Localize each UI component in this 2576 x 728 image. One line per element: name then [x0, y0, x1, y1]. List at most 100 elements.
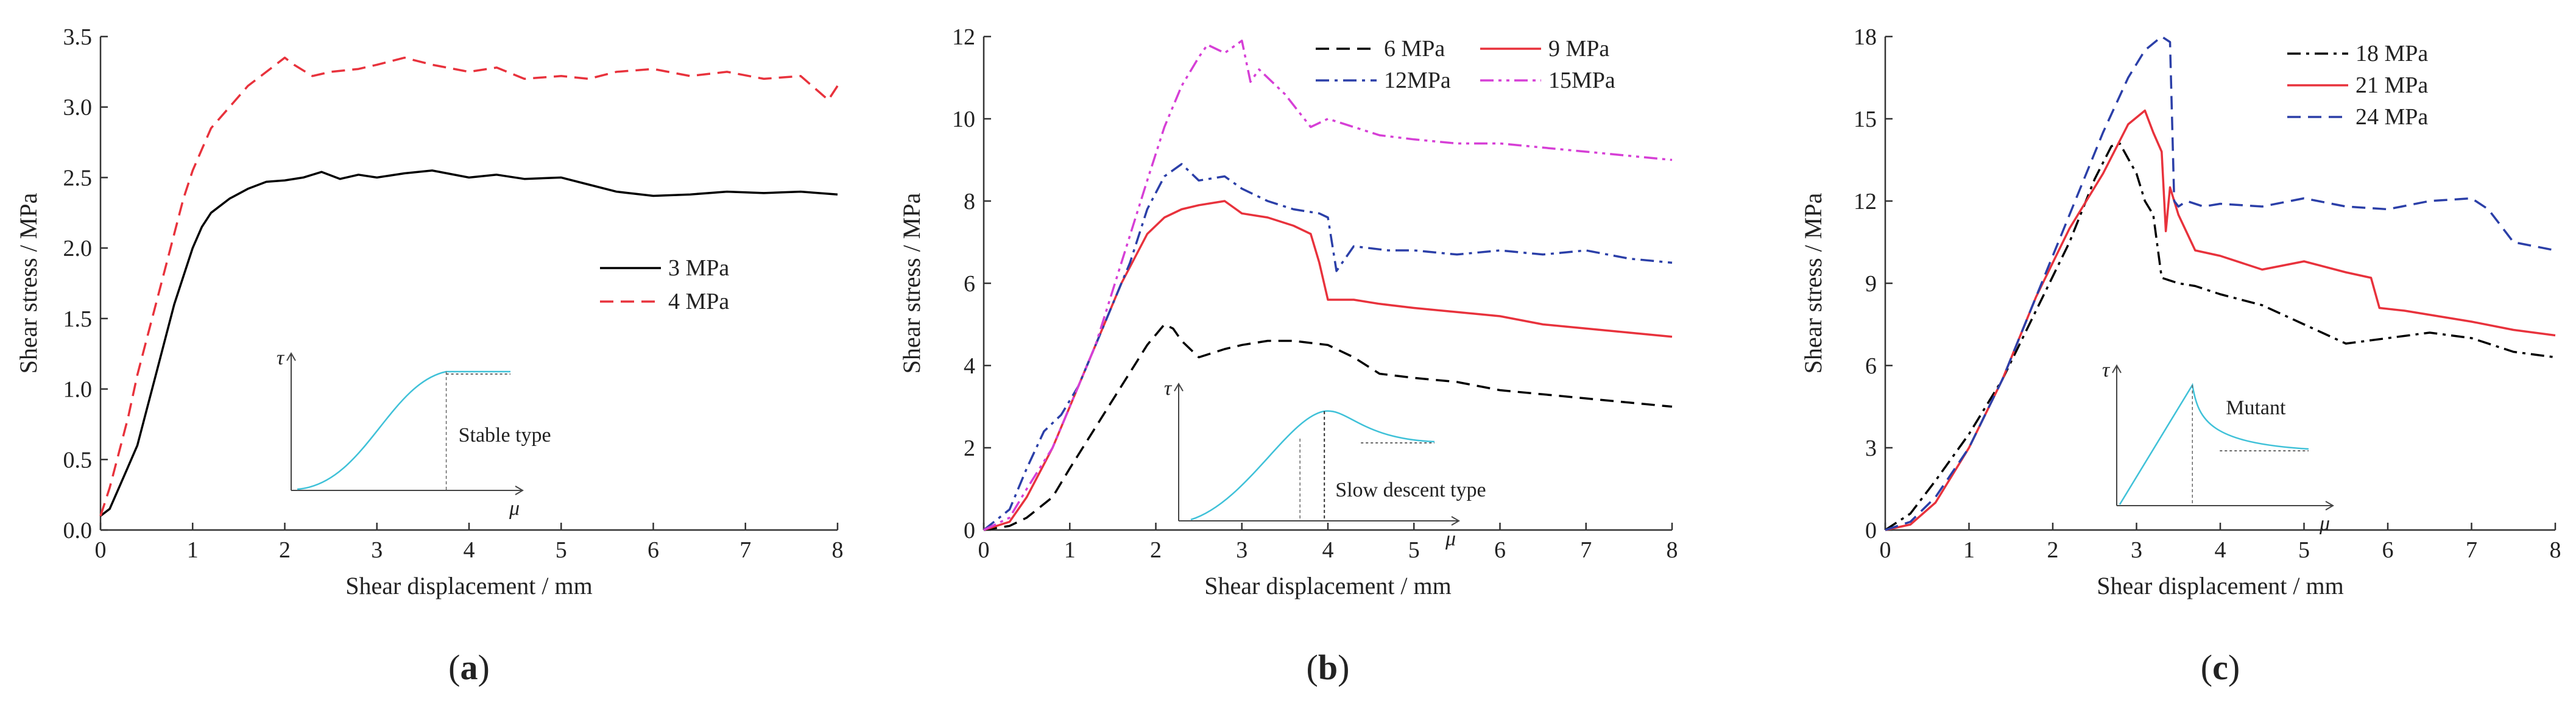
y-axis-title: Shear stress / MPa	[898, 193, 925, 373]
panel-label: (c)	[2201, 648, 2240, 687]
x-tick-label: 6	[2382, 537, 2394, 563]
x-tick-label: 4	[2215, 537, 2226, 563]
inset-arrow-right	[515, 486, 524, 495]
inset-curve	[1190, 410, 1435, 521]
inset-schematic: τ μ Mutant	[2102, 359, 2334, 535]
x-tick-label: 1	[1963, 537, 1975, 563]
series-line-15mpa	[983, 40, 1673, 531]
y-tick-label: 8	[964, 189, 975, 214]
y-tick-label: 12	[952, 24, 975, 50]
series-line-24mpa	[1885, 35, 2556, 531]
y-tick-label: 3	[1865, 436, 1877, 461]
legend-label: 21 MPa	[2355, 72, 2428, 98]
y-tick-label: 10	[952, 107, 975, 132]
legend-label: 4 MPa	[668, 289, 729, 314]
y-tick-label: 9	[1865, 271, 1877, 297]
y-tick-label: 1.0	[63, 377, 93, 403]
inset-mu-label: μ	[509, 497, 520, 520]
legend-label: 6 MPa	[1384, 36, 1445, 62]
y-axis-title: Shear stress / MPa	[15, 193, 42, 373]
y-tick-label: 12	[1854, 189, 1877, 214]
x-tick-label: 1	[187, 537, 199, 563]
series-line-3mpa	[99, 169, 838, 517]
inset-label: Mutant	[2226, 397, 2286, 419]
y-tick-label: 0	[1865, 518, 1877, 543]
x-tick-label: 1	[1064, 537, 1076, 563]
legend-label: 18 MPa	[2355, 41, 2428, 66]
y-tick-label: 18	[1854, 24, 1877, 50]
inset-arrow-up	[286, 352, 296, 361]
y-tick-label: 6	[1865, 353, 1877, 379]
inset-arrow-right	[1451, 516, 1460, 526]
x-tick-label: 0	[978, 537, 990, 563]
y-tick-label: 4	[964, 353, 975, 379]
y-tick-label: 3.5	[63, 24, 93, 50]
x-tick-label: 5	[1408, 537, 1420, 563]
inset-arrow-up	[1174, 383, 1184, 392]
series-line-12mpa	[983, 163, 1673, 531]
y-tick-label: 2.0	[63, 236, 93, 261]
inset-arrow-right	[2325, 501, 2334, 511]
x-tick-label: 2	[2047, 537, 2059, 563]
y-tick-label: 0	[964, 518, 975, 543]
x-tick-label: 7	[2466, 537, 2477, 563]
x-axis-title: Shear displacement / mm	[1204, 572, 1451, 599]
y-tick-label: 0.5	[63, 447, 93, 473]
x-tick-label: 6	[1494, 537, 1506, 563]
inset-mu-label: μ	[2319, 512, 2330, 535]
inset-curve	[297, 370, 510, 490]
x-tick-label: 0	[1880, 537, 1891, 563]
x-tick-label: 3	[371, 537, 383, 563]
y-tick-label: 2.5	[63, 165, 93, 191]
x-tick-label: 0	[95, 537, 107, 563]
x-axis-title: Shear displacement / mm	[2097, 572, 2343, 599]
x-tick-label: 4	[464, 537, 475, 563]
inset-arrow-up	[2112, 364, 2122, 373]
series-line-18mpa	[1885, 142, 2556, 531]
x-tick-label: 5	[2298, 537, 2310, 563]
panel-label: (a)	[448, 648, 490, 687]
legend-label: 24 MPa	[2355, 104, 2428, 130]
legend-label: 15MPa	[1548, 68, 1615, 93]
x-tick-label: 8	[2550, 537, 2561, 563]
series-line-21mpa	[1885, 109, 2556, 531]
inset-tau-label: τ	[1164, 377, 1173, 400]
x-tick-label: 8	[832, 537, 844, 563]
inset-label: Stable type	[459, 424, 551, 447]
x-tick-label: 8	[1667, 537, 1678, 563]
x-tick-label: 7	[739, 537, 751, 563]
y-tick-label: 6	[964, 271, 975, 297]
inset-mu-label: μ	[1445, 528, 1456, 550]
y-tick-label: 3.0	[63, 95, 93, 121]
x-tick-label: 3	[2131, 537, 2142, 563]
inset-tau-label: τ	[2102, 359, 2111, 381]
x-tick-label: 2	[279, 537, 291, 563]
inset-schematic: τ μ Stable type	[277, 347, 551, 520]
y-tick-label: 2	[964, 436, 975, 461]
y-tick-label: 15	[1854, 107, 1877, 132]
inset-tau-label: τ	[277, 347, 285, 369]
x-tick-label: 6	[648, 537, 659, 563]
x-tick-label: 4	[1322, 537, 1334, 563]
inset-label: Slow descent type	[1335, 479, 1486, 501]
chart-panel-a: 0 1 2 3 4 5 6 7 8 0.0 0.5 1.0 1.5 2.0 2.5 3.0 3.5 Shear d…	[15, 24, 844, 687]
series-line-6mpa	[983, 323, 1673, 531]
y-axis-title: Shear stress / MPa	[1799, 193, 1827, 373]
panel-label: (b)	[1307, 648, 1350, 687]
legend-label: 3 MPa	[668, 255, 729, 281]
inset-curve	[2119, 383, 2309, 505]
legend-label: 12MPa	[1384, 68, 1451, 93]
inset-schematic: τ μ Slow descent type	[1164, 377, 1486, 550]
x-tick-label: 5	[556, 537, 567, 563]
y-tick-label: 1.5	[63, 306, 93, 332]
legend-label: 9 MPa	[1548, 36, 1609, 62]
x-tick-label: 3	[1236, 537, 1247, 563]
x-axis-title: Shear displacement / mm	[345, 572, 592, 599]
x-tick-label: 2	[1150, 537, 1162, 563]
series-line-4mpa	[99, 56, 839, 517]
y-tick-label: 0.0	[63, 518, 93, 543]
x-tick-label: 7	[1580, 537, 1592, 563]
